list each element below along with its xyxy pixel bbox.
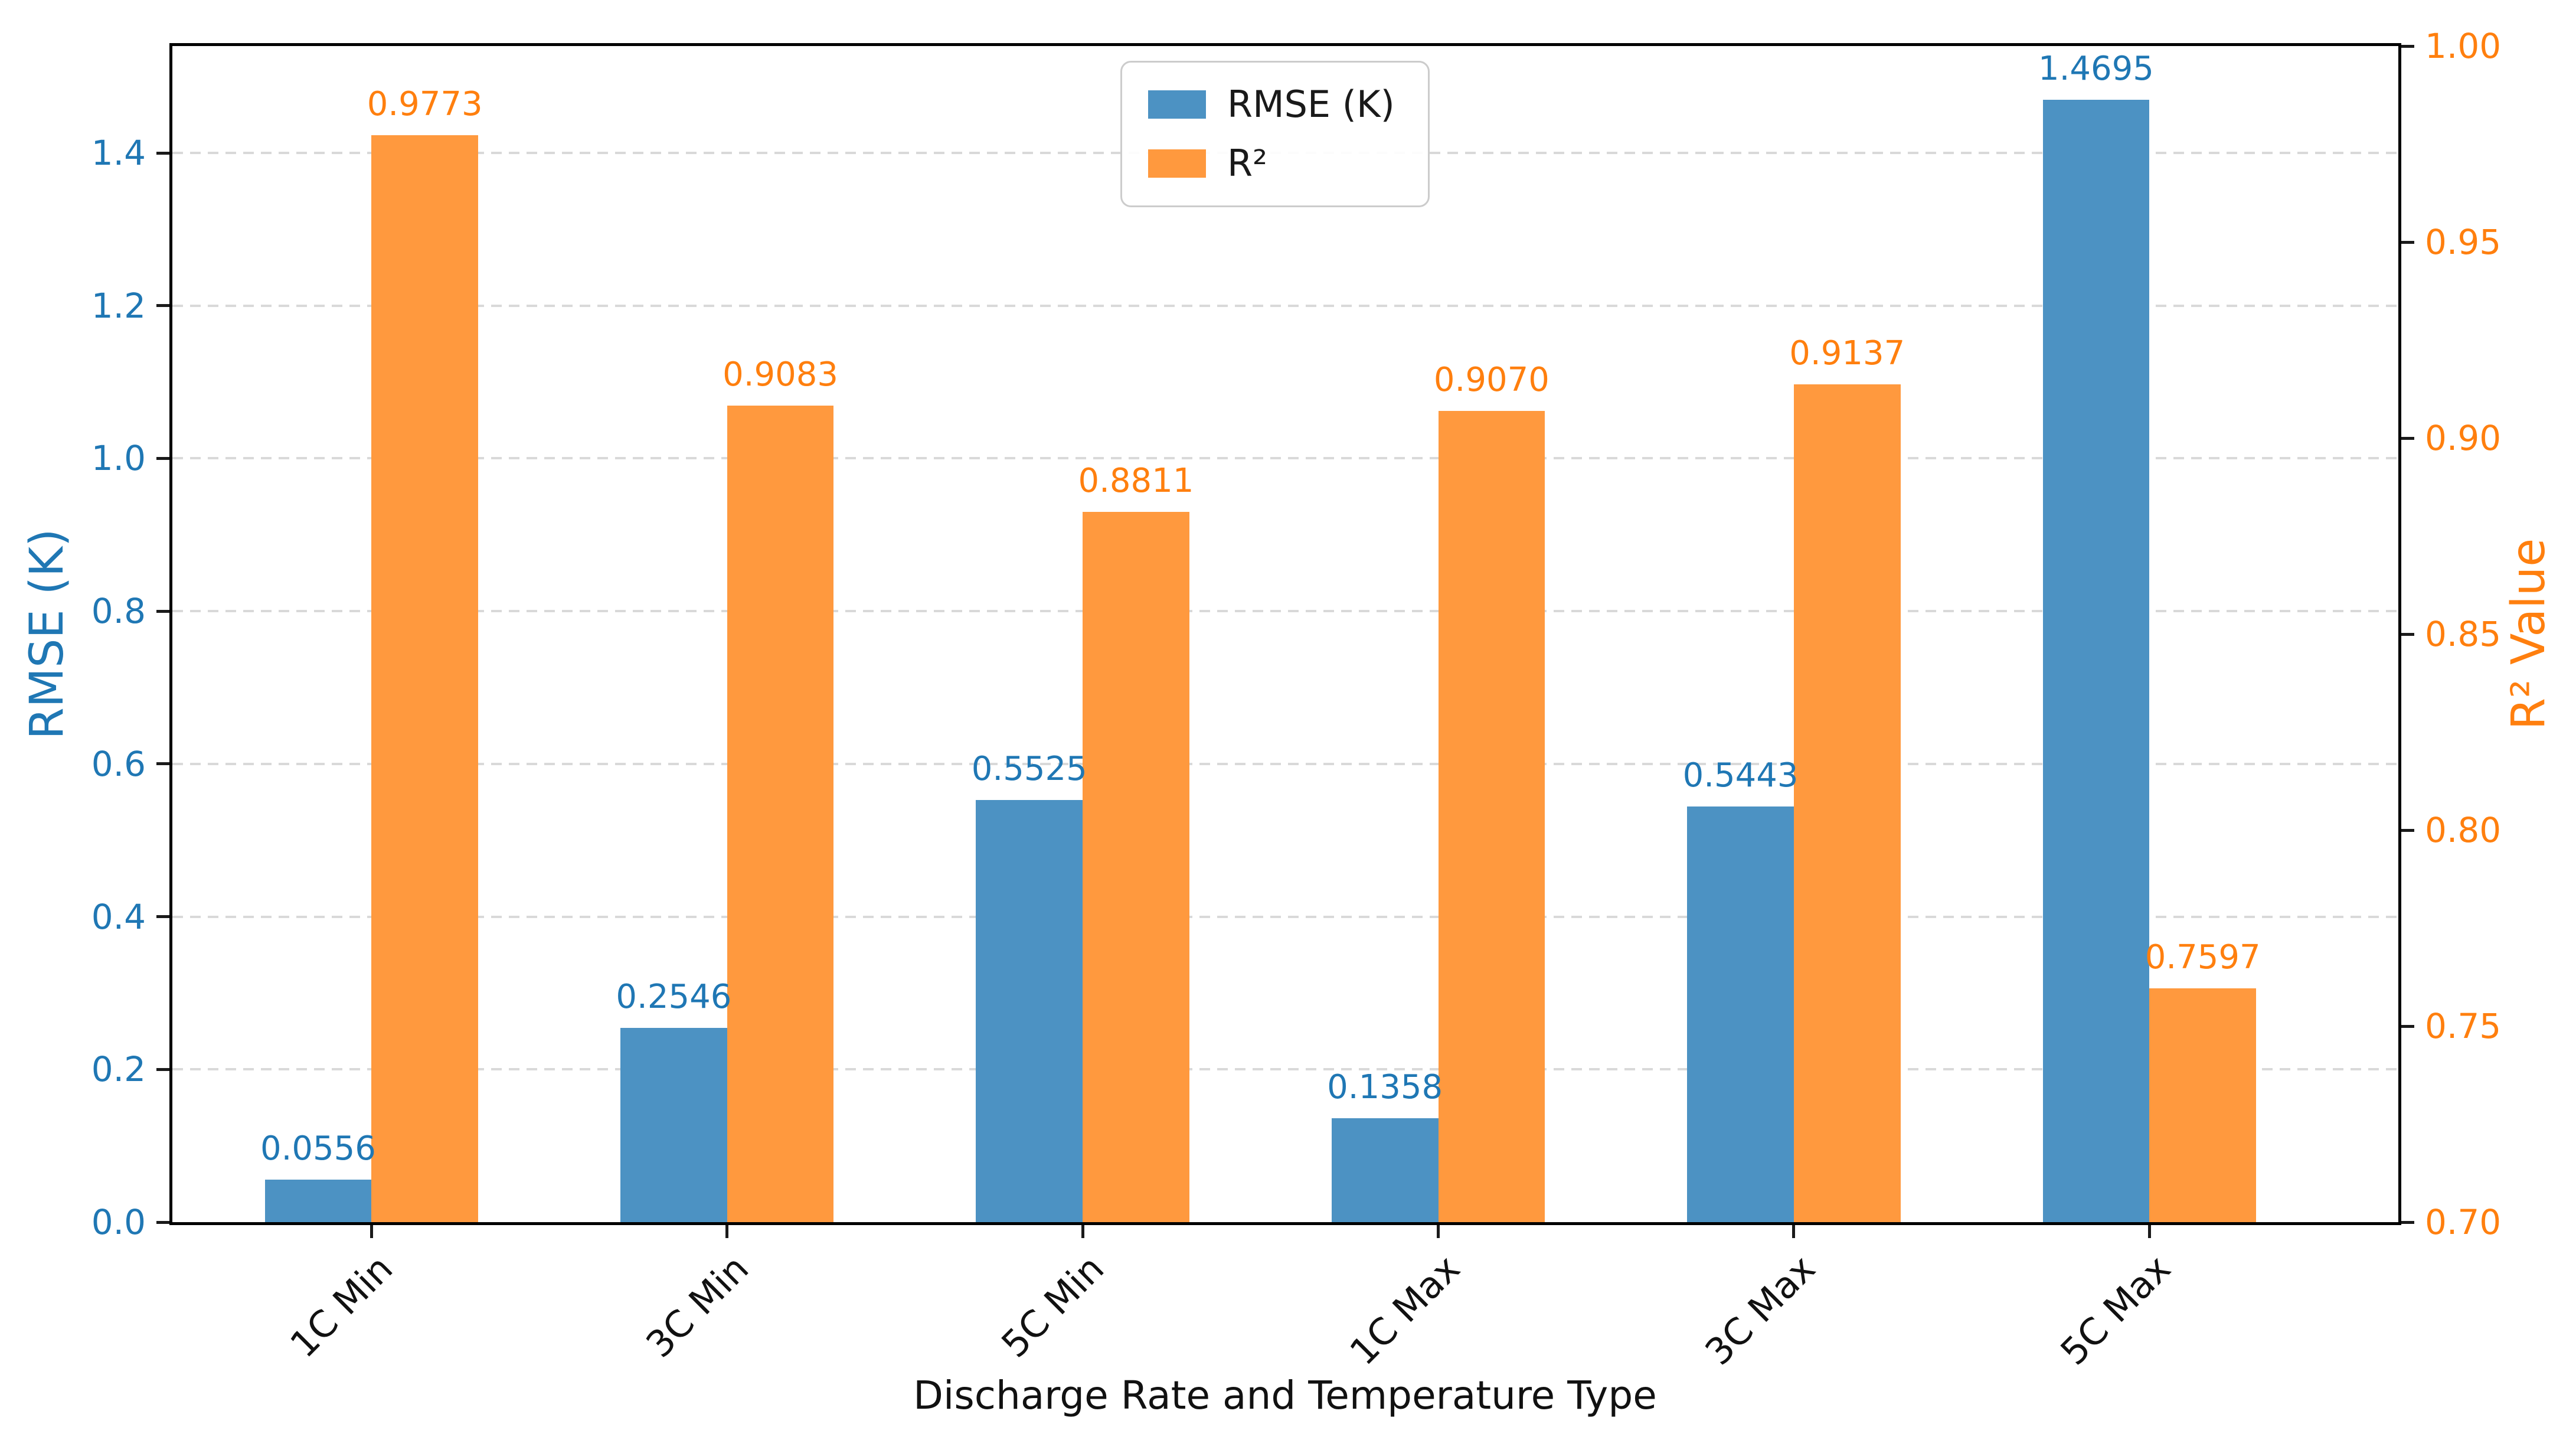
legend-swatch-r2 <box>1148 149 1206 178</box>
left-tick-label: 0.0 <box>91 1202 146 1242</box>
x-tick-mark <box>725 1225 729 1238</box>
right-tick-mark <box>2401 436 2414 440</box>
left-tick-label: 0.6 <box>91 743 146 784</box>
bar-value-label: 0.0556 <box>260 1129 376 1168</box>
left-tick-label: 0.8 <box>91 591 146 632</box>
x-axis-title: Discharge Rate and Temperature Type <box>913 1373 1657 1418</box>
x-tick-mark <box>370 1225 373 1238</box>
left-tick-label: 1.2 <box>91 285 146 326</box>
bar-value-label: 0.9137 <box>1789 334 1905 373</box>
x-category-label: 5C Max <box>2052 1246 2179 1374</box>
left-tick-label: 1.4 <box>91 133 146 174</box>
right-tick-label: 0.95 <box>2425 222 2502 262</box>
plot-area: 0.0556 0.2546 0.5525 0.1358 0.5443 1.4695 0.97… <box>91 26 2501 1373</box>
bar-value-label: 0.9070 <box>1433 360 1549 399</box>
right-tick-mark <box>2401 828 2414 832</box>
bar-rmse <box>1331 1118 1439 1222</box>
bar-value-label: 0.8811 <box>1078 462 1194 501</box>
x-category-label: 3C Min <box>638 1246 757 1366</box>
x-category-label: 1C Min <box>282 1246 401 1366</box>
bar-rmse <box>1687 806 1794 1222</box>
gridline <box>172 762 2398 765</box>
legend-entry-rmse: RMSE (K) <box>1148 85 1395 124</box>
right-tick-label: 1.00 <box>2425 26 2502 66</box>
bar-r2 <box>2149 988 2257 1222</box>
x-tick-mark <box>1437 1225 1440 1238</box>
gridline <box>172 457 2398 460</box>
bar-value-label: 0.1358 <box>1327 1068 1443 1107</box>
left-tick-mark <box>156 1067 169 1071</box>
gridline <box>172 915 2398 918</box>
left-tick-label: 0.4 <box>91 896 146 937</box>
bar-rmse <box>976 800 1083 1222</box>
right-tick-mark <box>2401 44 2414 48</box>
left-tick-label: 1.0 <box>91 438 146 479</box>
left-axis-title: RMSE (K) <box>21 528 74 740</box>
right-tick-label: 0.70 <box>2425 1202 2502 1242</box>
bar-value-label: 0.7597 <box>2145 938 2261 977</box>
x-tick-mark <box>2147 1225 2151 1238</box>
x-tick-mark <box>1081 1225 1084 1238</box>
left-tick-mark <box>156 456 169 460</box>
bar-r2 <box>1083 512 1189 1222</box>
left-tick-mark <box>156 1220 169 1224</box>
legend-label-rmse: RMSE (K) <box>1227 83 1395 126</box>
bar-r2 <box>1793 384 1901 1222</box>
bar-r2 <box>371 135 479 1222</box>
gridline <box>172 304 2398 307</box>
bar-value-label: 0.9773 <box>367 84 483 123</box>
bar-rmse <box>620 1027 727 1222</box>
bar-rmse <box>2042 100 2150 1222</box>
right-tick-mark <box>2401 240 2414 244</box>
legend-swatch-rmse <box>1148 90 1206 119</box>
right-tick-mark <box>2401 1220 2414 1224</box>
right-tick-mark <box>2401 632 2414 636</box>
left-tick-mark <box>156 151 169 155</box>
legend-label-r2: R² <box>1227 142 1267 185</box>
bar-value-label: 1.4695 <box>2038 50 2154 89</box>
right-tick-label: 0.75 <box>2425 1006 2502 1046</box>
left-tick-label: 0.2 <box>91 1049 146 1090</box>
bar-r2 <box>727 405 834 1222</box>
left-tick-mark <box>156 304 169 308</box>
gridline <box>172 610 2398 613</box>
gridline <box>172 1068 2398 1071</box>
bar-rmse <box>264 1180 372 1222</box>
legend: RMSE (K) R² <box>1120 61 1430 207</box>
right-tick-label: 0.85 <box>2425 614 2502 654</box>
bar-value-label: 0.9083 <box>723 355 839 394</box>
bar-r2 <box>1438 410 1545 1222</box>
right-tick-label: 0.80 <box>2425 810 2502 850</box>
bar-value-label: 0.2546 <box>616 977 732 1016</box>
bar-value-label: 0.5443 <box>1682 756 1799 795</box>
x-tick-mark <box>1792 1225 1796 1238</box>
bar-value-label: 0.5525 <box>971 750 1087 789</box>
left-tick-mark <box>156 915 169 919</box>
left-tick-mark <box>156 762 169 766</box>
legend-entry-r2: R² <box>1148 144 1395 183</box>
right-tick-mark <box>2401 1024 2414 1028</box>
left-tick-mark <box>156 609 169 613</box>
right-tick-label: 0.90 <box>2425 418 2502 458</box>
right-axis-title: R² Value <box>2502 538 2555 730</box>
